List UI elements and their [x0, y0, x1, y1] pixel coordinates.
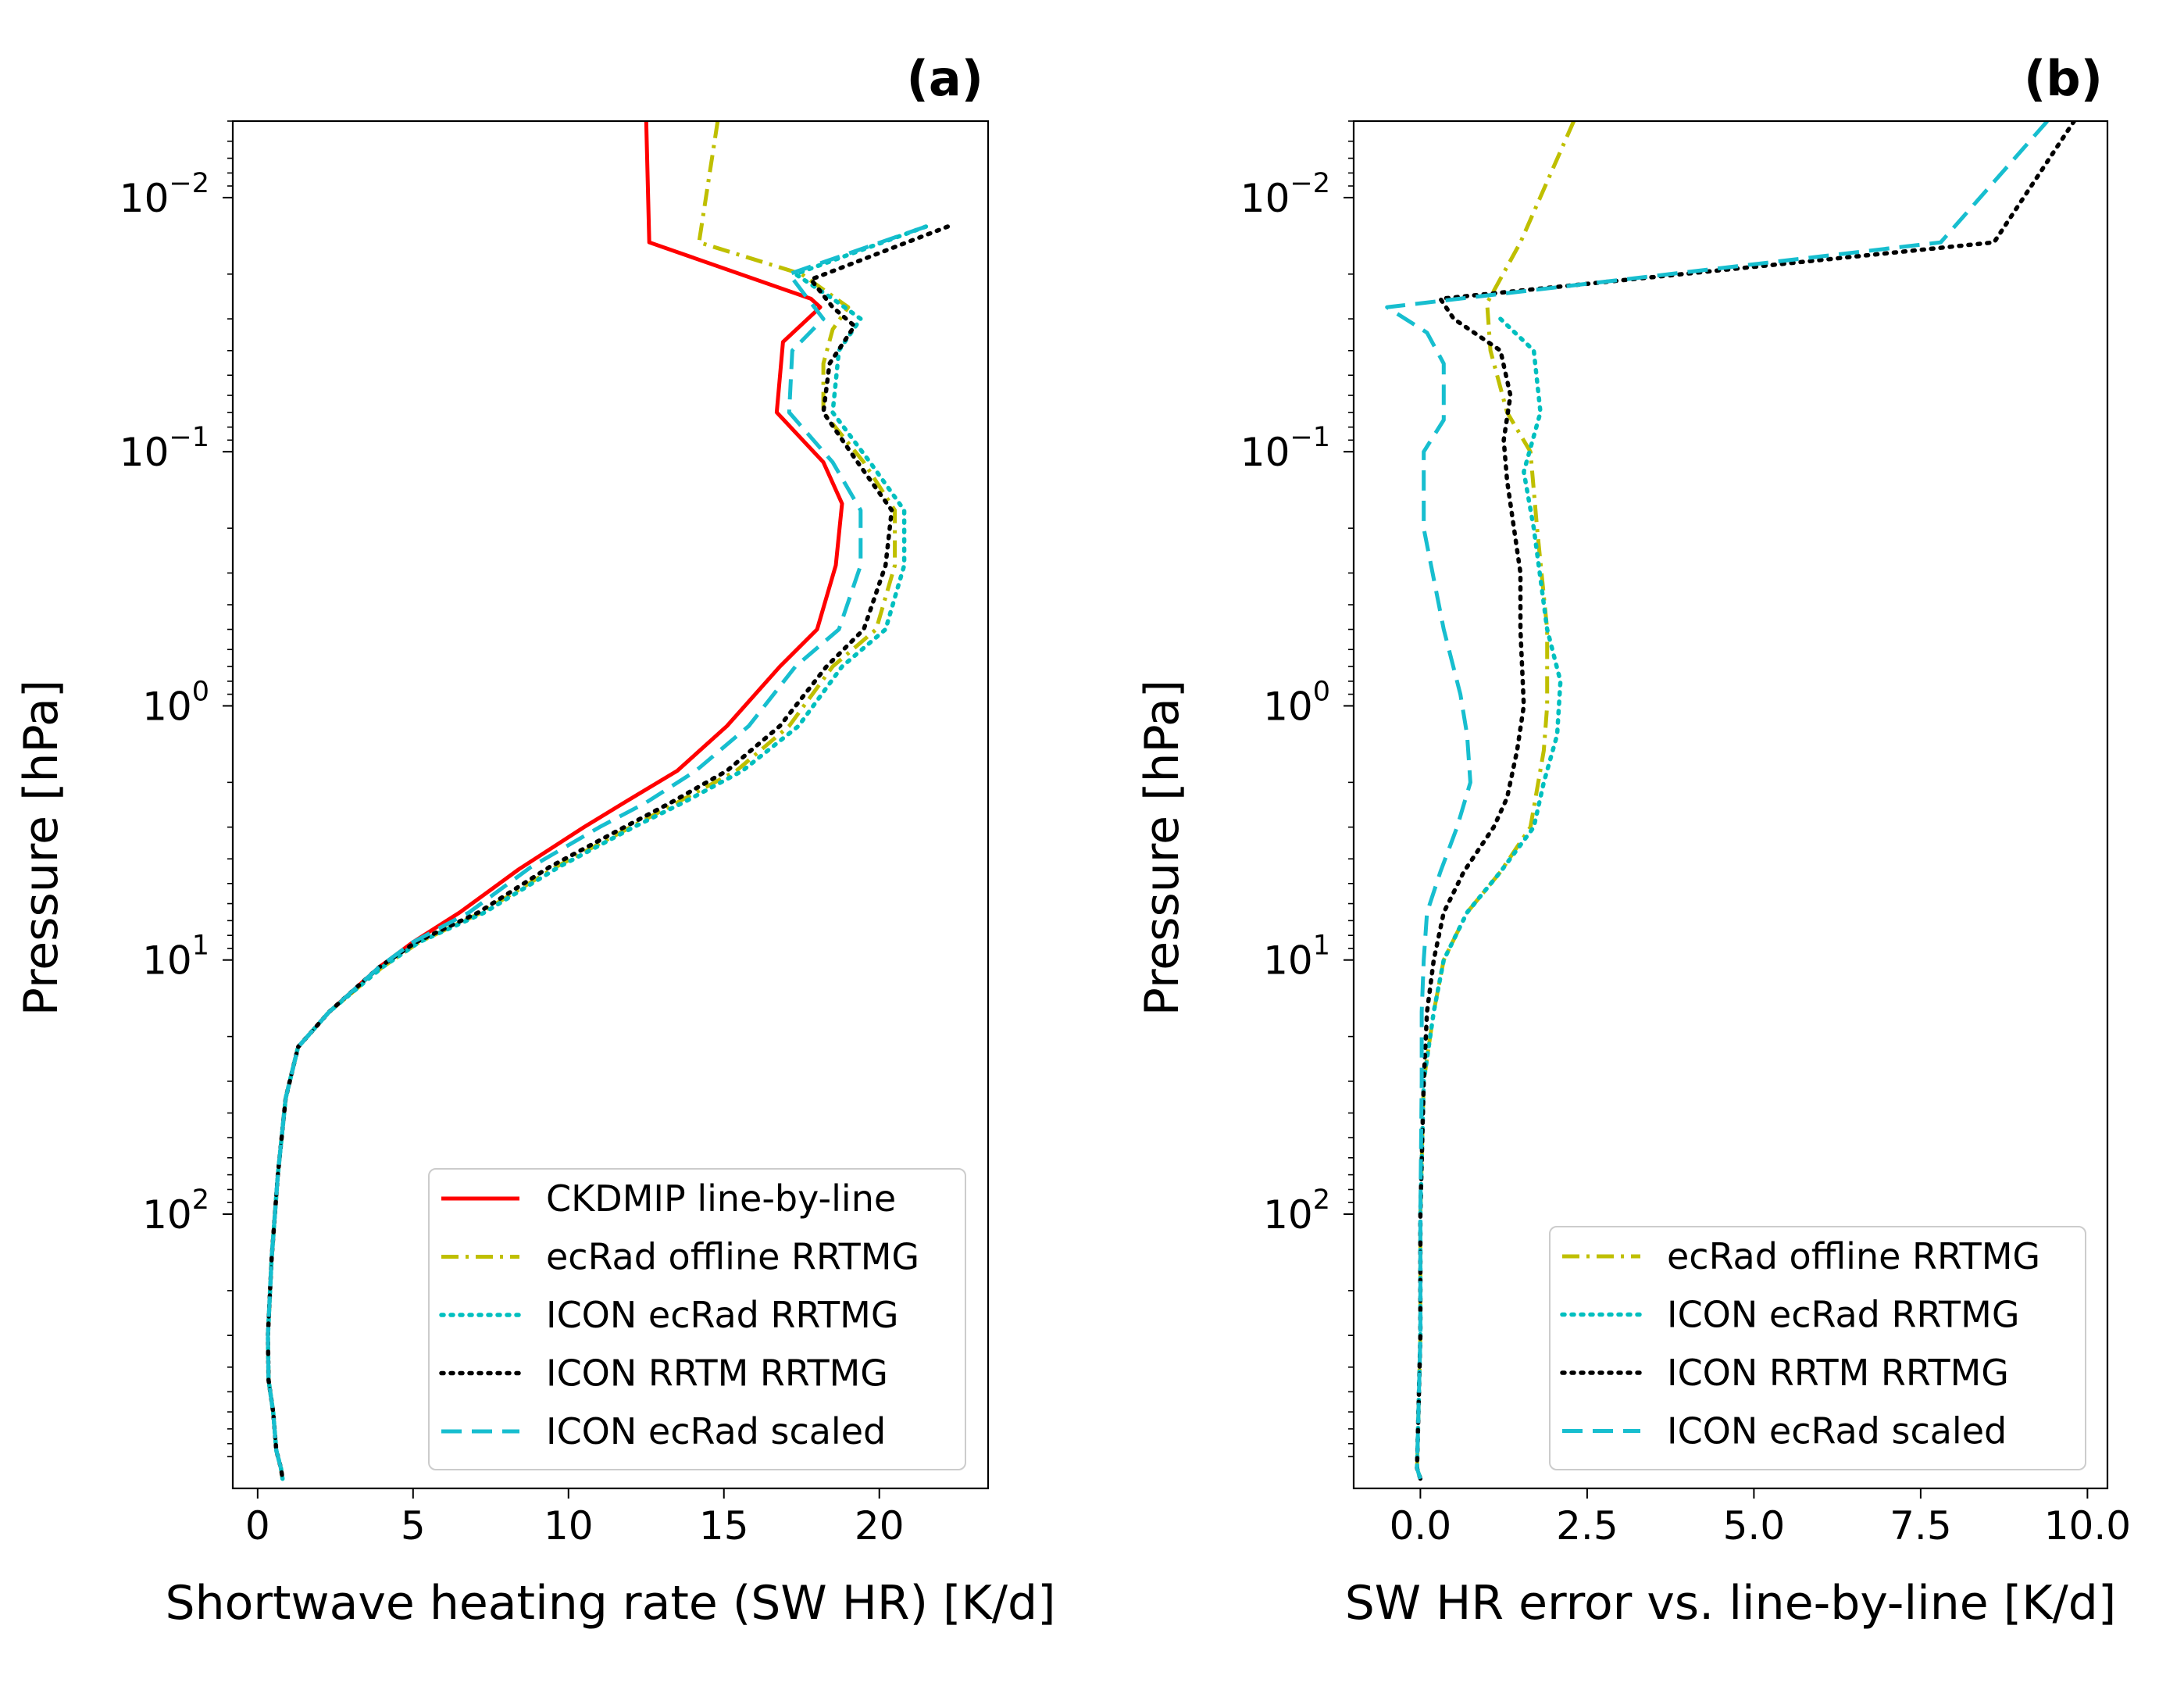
y-axis-label: Pressure [hPa] [14, 680, 69, 1016]
series-line [1415, 121, 1576, 1480]
legend-label: ecRad offline RRTMG [546, 1236, 919, 1278]
x-tick-label: 0 [245, 1503, 270, 1549]
panel-a: 10−2 10−1 100 101 102 0 5 10 15 20 (a) Shortwave he… [14, 50, 1056, 1631]
y-axis-label: Pressure [hPa] [1135, 680, 1190, 1016]
y-tick-label: 10−2 [120, 168, 209, 221]
panel-label: (b) [2024, 50, 2103, 107]
series-line [266, 224, 929, 1481]
series-line [1385, 121, 2049, 1480]
y-tick-label: 101 [1263, 931, 1330, 984]
panel-b: 10−2 10−1 100 101 102 0.0 2.5 5.0 7.5 10.0 (b) SW H… [1135, 50, 2131, 1631]
legend-label: ICON ecRad scaled [1667, 1410, 2007, 1452]
axes-frame [1352, 120, 2109, 1490]
legend-label: ecRad offline RRTMG [1667, 1235, 2040, 1277]
legend-label: ICON ecRad scaled [546, 1410, 886, 1452]
x-axis-label: SW HR error vs. line-by-line [K/d] [1345, 1576, 2117, 1631]
legend-label: ICON ecRad RRTMG [1667, 1294, 2020, 1336]
x-tick-label: 15 [699, 1503, 749, 1549]
series-line [266, 224, 927, 1480]
series-line [1415, 121, 2077, 1481]
x-tick-label: 2.5 [1556, 1503, 1618, 1549]
x-tick-label: 10.0 [2044, 1503, 2131, 1549]
axes-frame [231, 120, 990, 1490]
legend: CKDMIP line-by-line ecRad offline RRTMG IC… [428, 1168, 966, 1470]
y-tick-label: 102 [142, 1184, 209, 1238]
y-tick-label: 102 [1263, 1184, 1330, 1238]
legend: ecRad offline RRTMG ICON ecRad RRTMG ICON … [1549, 1226, 2086, 1470]
legend-label: ICON RRTM RRTMG [546, 1352, 888, 1395]
legend-box [428, 1168, 966, 1470]
panel-label: (a) [906, 50, 983, 107]
y-tick-label: 101 [142, 931, 209, 984]
x-tick-label: 20 [855, 1503, 905, 1549]
legend-label: ICON ecRad RRTMG [546, 1294, 899, 1336]
y-tick-label: 100 [1263, 676, 1330, 729]
x-tick-label: 10 [544, 1503, 594, 1549]
x-tick-label: 0.0 [1390, 1503, 1452, 1549]
x-tick-label: 5.0 [1723, 1503, 1786, 1549]
legend-box [1549, 1226, 2086, 1470]
y-tick-label: 100 [142, 676, 209, 729]
x-tick-label: 5 [401, 1503, 426, 1549]
legend-label: CKDMIP line-by-line [546, 1177, 896, 1220]
x-axis-label: Shortwave heating rate (SW HR) [K/d] [165, 1576, 1055, 1631]
y-tick-label: 10−1 [120, 422, 209, 475]
x-tick-label: 7.5 [1890, 1503, 1952, 1549]
y-tick-label: 10−1 [1240, 422, 1330, 475]
legend-label: ICON RRTM RRTMG [1667, 1352, 2009, 1394]
y-tick-label: 10−2 [1240, 168, 1330, 221]
